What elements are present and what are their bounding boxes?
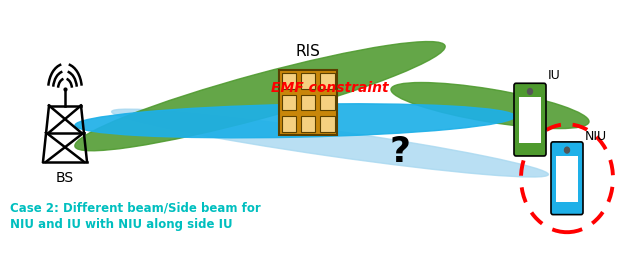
Bar <box>301 73 315 89</box>
Text: ?: ? <box>390 135 410 170</box>
Text: Case 2: Different beam/Side beam for: Case 2: Different beam/Side beam for <box>10 202 260 215</box>
Text: BS: BS <box>56 171 74 185</box>
Bar <box>320 95 335 110</box>
Bar <box>519 97 541 143</box>
FancyBboxPatch shape <box>279 70 337 135</box>
Bar <box>282 95 296 110</box>
Circle shape <box>564 147 570 153</box>
Bar <box>320 116 335 132</box>
Ellipse shape <box>111 109 548 177</box>
Circle shape <box>527 88 532 94</box>
Text: RIS: RIS <box>296 44 321 59</box>
Text: NIU: NIU <box>585 130 607 143</box>
Bar <box>320 73 335 89</box>
Bar <box>556 156 578 202</box>
FancyBboxPatch shape <box>514 83 546 156</box>
Text: EMF constraint: EMF constraint <box>271 81 389 95</box>
Ellipse shape <box>75 104 515 138</box>
Bar <box>282 116 296 132</box>
Bar <box>282 73 296 89</box>
Ellipse shape <box>391 83 589 128</box>
Bar <box>301 116 315 132</box>
FancyBboxPatch shape <box>551 142 583 215</box>
Ellipse shape <box>75 42 445 151</box>
Text: NIU and IU with NIU along side IU: NIU and IU with NIU along side IU <box>10 218 232 231</box>
Bar <box>301 95 315 110</box>
Text: IU: IU <box>548 69 561 82</box>
